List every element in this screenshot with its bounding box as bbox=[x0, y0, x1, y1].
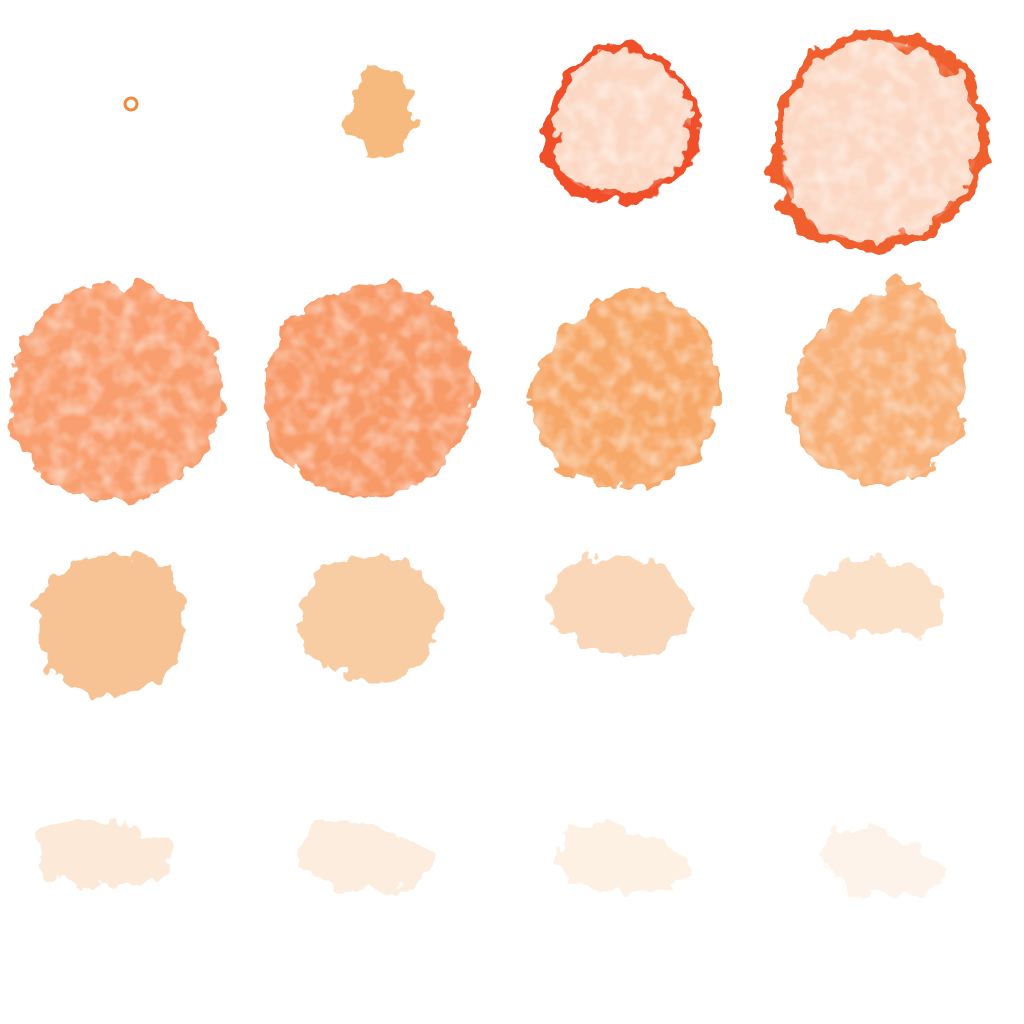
frame-12 bbox=[805, 557, 945, 639]
frame-1 bbox=[123, 96, 139, 112]
frame-8 bbox=[791, 282, 967, 484]
frame-4 bbox=[771, 29, 989, 251]
frame-11 bbox=[550, 555, 690, 652]
frame-10 bbox=[297, 556, 441, 679]
frame-7 bbox=[531, 286, 719, 488]
frame-6 bbox=[263, 283, 475, 496]
frame-14 bbox=[295, 821, 433, 891]
frame-5 bbox=[9, 283, 223, 500]
frame-15 bbox=[555, 822, 690, 894]
frame-13 bbox=[35, 819, 173, 889]
frame-9 bbox=[35, 551, 187, 697]
frame-2 bbox=[349, 65, 415, 158]
frame-16 bbox=[821, 826, 943, 894]
frame-3 bbox=[544, 43, 700, 203]
